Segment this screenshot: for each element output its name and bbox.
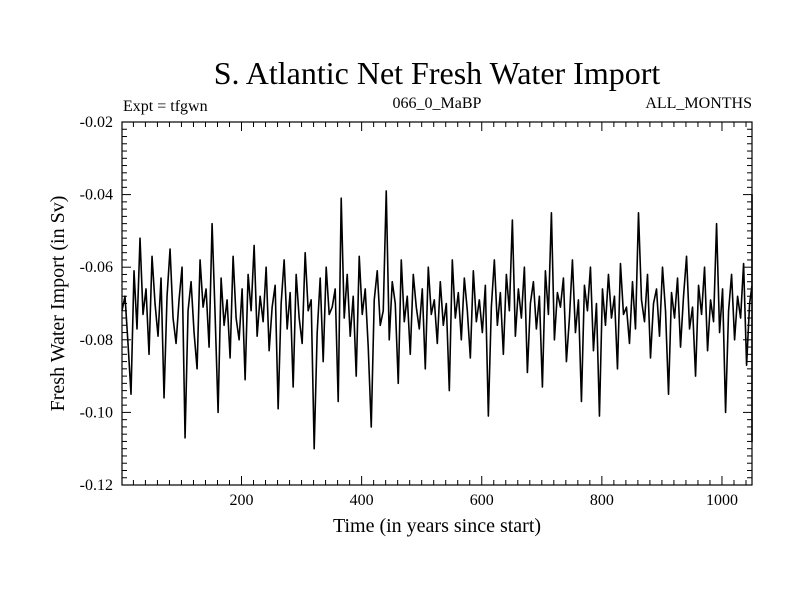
y-axis-label: Fresh Water Import (in Sv): [47, 196, 69, 412]
y-tick-label: -0.04: [80, 187, 113, 204]
x-tick-label: 800: [590, 492, 614, 509]
tick-layer: 200 400 600 800 1000 -0.12 -0.10 -0.08 -0.06 -0.0…: [80, 114, 752, 509]
subtitle-left: Expt = tfgwn: [123, 98, 208, 115]
y-tick-label: -0.12: [80, 477, 113, 494]
x-tick-label: 200: [230, 492, 254, 509]
y-tick-label: -0.06: [80, 259, 113, 276]
plot-frame: [121, 121, 753, 486]
y-tick-label: -0.08: [80, 332, 113, 349]
subtitle-right: ALL_MONTHS: [645, 95, 752, 112]
subtitle-center: 066_0_MaBP: [393, 95, 482, 112]
x-tick-label: 600: [470, 492, 494, 509]
x-axis-label: Time (in years since start): [333, 515, 541, 537]
data-layer: [121, 190, 753, 450]
y-tick-label: -0.10: [80, 404, 113, 421]
chart-title: S. Atlantic Net Fresh Water Import: [214, 55, 661, 91]
y-tick-label: -0.02: [80, 114, 113, 131]
series-line: [121, 190, 753, 450]
x-tick-label: 400: [350, 492, 374, 509]
x-tick-label: 1000: [706, 492, 738, 509]
